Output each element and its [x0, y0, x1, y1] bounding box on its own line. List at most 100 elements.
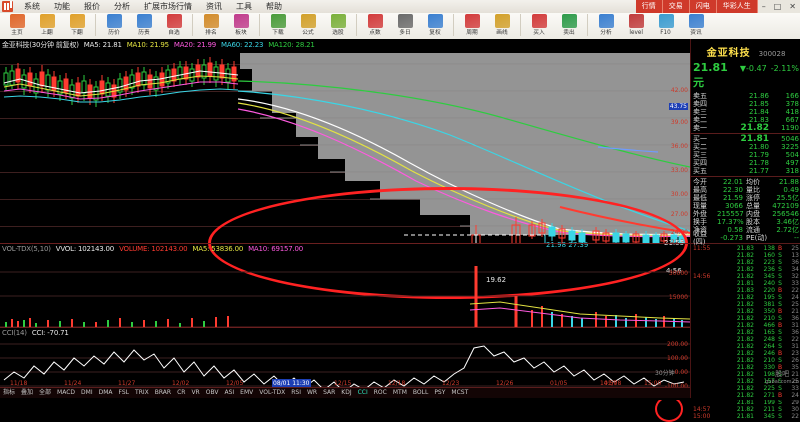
- indicator-tab-ROC[interactable]: ROC: [373, 389, 387, 396]
- tick-row[interactable]: 21.83 220 B 22: [691, 287, 800, 294]
- indicator-tab-WR[interactable]: WR: [306, 389, 318, 396]
- toolbar-button-主页[interactable]: 主页: [2, 13, 32, 38]
- tick-row[interactable]: 21.81 199 S 29: [691, 399, 800, 406]
- toolbar-button-多日[interactable]: 多日: [390, 13, 420, 38]
- tick-row[interactable]: 21.82 236 S 34: [691, 266, 800, 273]
- menu-item-7[interactable]: 帮助: [266, 2, 282, 11]
- tick-row[interactable]: 14:57 21.82 211 S 30: [691, 406, 800, 413]
- window-button-quotes[interactable]: 行情: [635, 0, 663, 13]
- indicator-bar[interactable]: 指标 叠加 全部 MACD DMI DMA FSL TRIX BRAR CR VR OBV ASI EMV…: [0, 387, 690, 398]
- buy-order-row[interactable]: 买一 21.81 5046: [691, 135, 800, 144]
- toolbar-button-选股[interactable]: 选股: [323, 13, 353, 38]
- indicator-tab-PSY[interactable]: PSY: [434, 389, 446, 396]
- order-book-sell[interactable]: 卖五 21.86 166 卖四 21.85 378 卖三 21.84 418 卖二 21.83 667…: [691, 92, 800, 133]
- buy-order-row[interactable]: 买二 21.80 3225: [691, 143, 800, 151]
- indicator-tab-KDJ[interactable]: KDJ: [341, 389, 352, 396]
- tick-row[interactable]: 21.82 165 S 36: [691, 329, 800, 336]
- toolbar-button-level[interactable]: level: [621, 13, 651, 38]
- menu-item-5[interactable]: 资讯: [206, 2, 222, 11]
- kline-pane[interactable]: 金亚科技(30分钟 前复权) MA5: 21.81 MA10: 21.95 MA20:…: [0, 39, 690, 299]
- toolbar-button-板块[interactable]: 板块: [226, 13, 256, 38]
- tick-row[interactable]: 21.82 160 S 13: [691, 252, 800, 259]
- tick-row[interactable]: 21.82 248 S 22: [691, 336, 800, 343]
- indicator-tab-OBV[interactable]: OBV: [205, 389, 219, 396]
- tick-row[interactable]: 11:55 21.83 138 B 25: [691, 245, 800, 252]
- toolbar-button-分析[interactable]: 分析: [591, 13, 621, 38]
- sell-order-row[interactable]: 卖四 21.85 378: [691, 100, 800, 108]
- toolbar-button-F10[interactable]: F10: [651, 13, 681, 38]
- menu-item-0[interactable]: 系统: [24, 2, 40, 11]
- indicator-tab-VR[interactable]: VR: [191, 389, 200, 396]
- toolbar-button-上翻[interactable]: 上翻: [32, 13, 62, 38]
- tick-row[interactable]: 21.82 210 S 36: [691, 315, 800, 322]
- tick-row[interactable]: 21.82 466 B 31: [691, 322, 800, 329]
- toolbar-button-画线[interactable]: 画线: [487, 13, 517, 38]
- indicator-tab-DMA[interactable]: DMA: [98, 389, 113, 396]
- close-button[interactable]: ✕: [785, 0, 800, 13]
- window-button-life[interactable]: 华彩人生: [716, 0, 758, 13]
- menu-item-2[interactable]: 报价: [84, 2, 100, 11]
- menu-item-6[interactable]: 工具: [236, 2, 252, 11]
- indicator-tab-TRIX[interactable]: TRIX: [135, 389, 149, 396]
- volume-pane[interactable]: VOL-TDX(5,10) VVOL: 102143.00 VOLUME: 1021…: [0, 243, 690, 328]
- indicator-tab-RSI[interactable]: RSI: [291, 389, 301, 396]
- indicator-tab-EMV[interactable]: EMV: [240, 389, 254, 396]
- tick-row[interactable]: 21.82 223 S 36: [691, 259, 800, 266]
- tick-row[interactable]: 21.82 198 S 21: [691, 371, 800, 378]
- minimize-button[interactable]: –: [757, 0, 770, 13]
- indicator-tab-FSL[interactable]: FSL: [118, 389, 130, 396]
- sell-order-row[interactable]: 卖五 21.86 166: [691, 92, 800, 100]
- indicator-tab-CR[interactable]: CR: [177, 389, 186, 396]
- quote-panel[interactable]: 金亚科技 300028 21.81元 ▼-0.47 -2.11% 卖五 21.86…: [690, 39, 800, 420]
- tick-row[interactable]: 14:56 21.82 345 S 32: [691, 273, 800, 280]
- buy-order-row[interactable]: 买四 21.78 497: [691, 159, 800, 167]
- indicator-tab-BOLL[interactable]: BOLL: [412, 389, 429, 396]
- window-button-trade[interactable]: 交易: [662, 0, 690, 13]
- tick-row[interactable]: 21.82 157 S 25: [691, 378, 800, 385]
- buy-order-row[interactable]: 买五 21.77 318: [691, 167, 800, 175]
- indicator-tab-MCST[interactable]: MCST: [451, 389, 469, 396]
- toolbar-button-周期[interactable]: 周期: [457, 13, 487, 38]
- tick-row[interactable]: 21.82 210 S 26: [691, 357, 800, 364]
- indicator-tab-MTM[interactable]: MTM: [392, 389, 407, 396]
- indicator-tab-VOL-TDX[interactable]: VOL-TDX: [259, 389, 286, 396]
- tick-row[interactable]: 21.82 381 S 25: [691, 301, 800, 308]
- tick-row[interactable]: 21.81 240 S 33: [691, 280, 800, 287]
- toolbar-button-买入[interactable]: 买入: [524, 13, 554, 38]
- toolbar-button-卖出[interactable]: 卖出: [554, 13, 584, 38]
- indicator-tab-DMI[interactable]: DMI: [81, 389, 93, 396]
- tick-row[interactable]: 21.82 271 B 24: [691, 392, 800, 399]
- menu-item-1[interactable]: 功能: [54, 2, 70, 11]
- sell-order-row[interactable]: 卖二 21.83 667: [691, 116, 800, 124]
- menu-item-3[interactable]: 分析: [114, 2, 130, 11]
- toolbar-button-排名[interactable]: 排名: [196, 13, 226, 38]
- chart-area[interactable]: 金亚科技(30分钟 前复权) MA5: 21.81 MA10: 21.95 MA20:…: [0, 39, 690, 422]
- maximize-button[interactable]: □: [769, 0, 786, 13]
- toolbar-button-复权[interactable]: 复权: [420, 13, 450, 38]
- indicator-tab-全部[interactable]: 全部: [39, 389, 52, 396]
- tick-list[interactable]: 11:55 21.83 138 B 25 21.82 160 S 13 21.82 223 S 36 21…: [691, 245, 800, 420]
- toolbar-button-历价[interactable]: 历价: [99, 13, 129, 38]
- window-button-flash[interactable]: 闪电: [689, 0, 717, 13]
- toolbar-button-自选[interactable]: 自选: [159, 13, 189, 38]
- tick-row[interactable]: 21.82 246 B 23: [691, 350, 800, 357]
- sell-order-row[interactable]: 卖三 21.84 418: [691, 108, 800, 116]
- toolbar-button-下翻[interactable]: 下翻: [62, 13, 92, 38]
- toolbar-button-公式[interactable]: 公式: [293, 13, 323, 38]
- buy-order-row[interactable]: 买三 21.79 504: [691, 151, 800, 159]
- sell-order-row[interactable]: 卖一 21.82 1190: [691, 124, 800, 133]
- indicator-tab-MACD[interactable]: MACD: [57, 389, 76, 396]
- menu-item-4[interactable]: 扩展市场行情: [144, 2, 192, 11]
- tick-row[interactable]: 21.82 264 S 31: [691, 343, 800, 350]
- indicator-tab-BRAR[interactable]: BRAR: [154, 389, 172, 396]
- indicator-tab-ASI[interactable]: ASI: [224, 389, 235, 396]
- indicator-tab-CCI[interactable]: CCI: [357, 389, 368, 396]
- indicator-tab-指标[interactable]: 指标: [3, 389, 16, 396]
- tick-row[interactable]: 15:00 21.81 345 S 22: [691, 413, 800, 420]
- toolbar-button-下载[interactable]: 下载: [263, 13, 293, 38]
- toolbar-button-历责[interactable]: 历责: [129, 13, 159, 38]
- toolbar-button-点数[interactable]: 点数: [360, 13, 390, 38]
- toolbar-button-资讯[interactable]: 资讯: [681, 13, 711, 38]
- tick-row[interactable]: 21.82 330 B 35: [691, 364, 800, 371]
- tick-row[interactable]: 21.82 350 B 21: [691, 308, 800, 315]
